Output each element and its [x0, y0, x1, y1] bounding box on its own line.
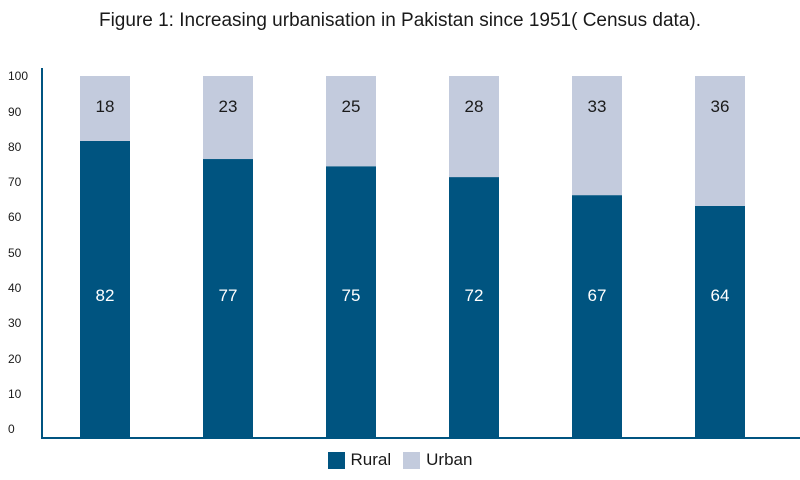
data-label-urban-6: 36	[711, 97, 730, 116]
y-tick-label: 20	[8, 352, 22, 366]
legend-swatch-rural	[327, 451, 345, 469]
data-label-urban-5: 33	[588, 97, 607, 116]
y-tick-label: 40	[8, 281, 22, 295]
y-tick-label: 100	[8, 69, 28, 83]
data-label-urban-1: 18	[96, 97, 115, 116]
data-label-rural-6: 64	[711, 286, 730, 305]
y-tick-label: 10	[8, 387, 22, 401]
bar-rural-4	[449, 177, 499, 437]
bar-urban-5	[572, 76, 622, 196]
data-label-rural-3: 75	[342, 286, 361, 305]
bar-urban-2	[203, 76, 253, 160]
data-label-urban-2: 23	[219, 97, 238, 116]
legend-item-rural: Rural	[327, 450, 392, 470]
y-tick-label: 70	[8, 175, 22, 189]
data-label-rural-1: 82	[96, 286, 115, 305]
legend-swatch-urban	[403, 451, 421, 469]
bar-rural-5	[572, 195, 622, 437]
y-tick-label: 0	[8, 422, 15, 436]
bar-rural-6	[695, 205, 745, 437]
y-tick-label: 80	[8, 140, 22, 154]
data-label-urban-4: 28	[465, 97, 484, 116]
bar-rural-1	[80, 140, 130, 438]
bar-rural-3	[326, 166, 376, 437]
bar-urban-4	[449, 76, 499, 178]
bar-urban-3	[326, 76, 376, 167]
y-tick-label: 60	[8, 210, 22, 224]
bar-urban-6	[695, 76, 745, 206]
data-label-rural-2: 77	[219, 286, 238, 305]
legend-label-urban: Urban	[426, 450, 473, 469]
chart-title: Figure 1: Increasing urbanisation in Pak…	[98, 10, 701, 31]
legend-label-rural: Rural	[350, 450, 392, 469]
bar-rural-2	[203, 159, 253, 437]
y-tick-label: 90	[8, 105, 22, 119]
data-label-rural-5: 67	[588, 286, 607, 305]
bar-urban-1	[80, 76, 130, 141]
y-tick-label: 30	[8, 316, 22, 330]
data-label-urban-3: 25	[342, 97, 361, 116]
legend-item-urban: Urban	[403, 450, 472, 470]
legend: Rural Urban	[0, 450, 800, 470]
data-label-rural-4: 72	[465, 286, 484, 305]
y-tick-label: 50	[8, 246, 22, 260]
